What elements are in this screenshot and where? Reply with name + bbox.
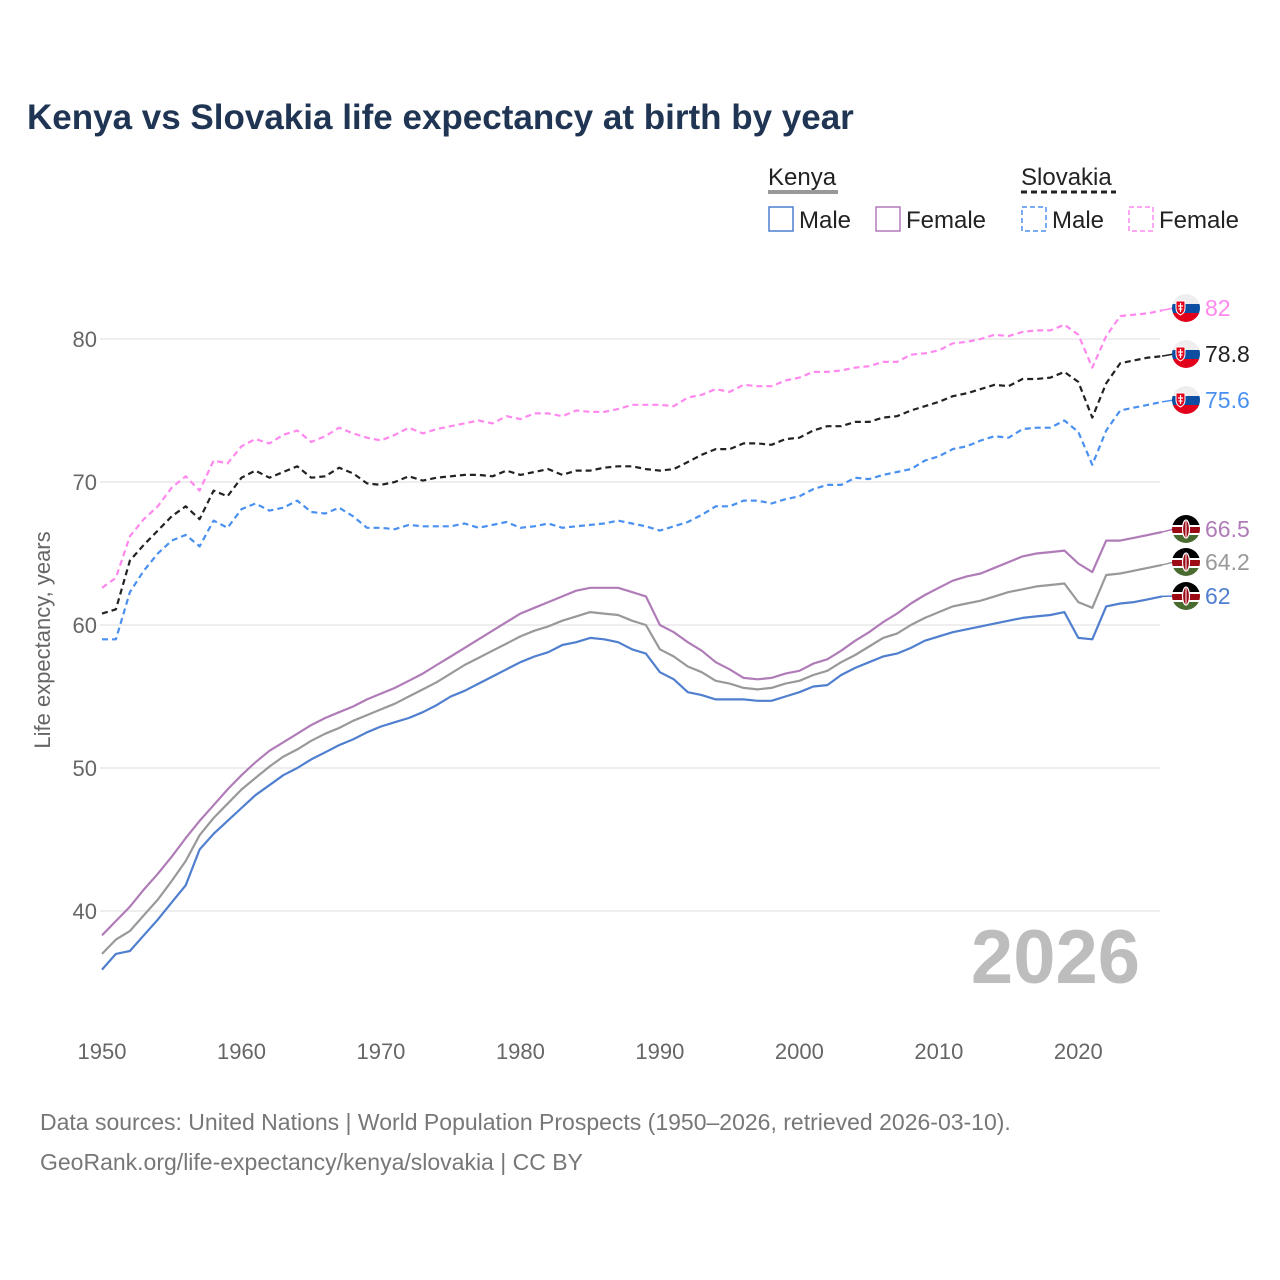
x-axis-ticks: 1950 1960 1970 1980 1990 2000 2010 2020 xyxy=(78,1039,1103,1064)
series-line-kenya-male[interactable] xyxy=(101,595,1163,971)
source-line-2[interactable]: GeoRank.org/life-expectancy/kenya/slovak… xyxy=(40,1149,583,1175)
series-line-kenya-female[interactable] xyxy=(101,530,1163,937)
series-line-slovakia-female[interactable] xyxy=(101,309,1163,589)
end-connector xyxy=(1161,307,1175,312)
y-tick-label: 50 xyxy=(73,756,97,781)
end-label: 75.6 xyxy=(1205,387,1250,413)
y-tick-label: 70 xyxy=(73,470,97,495)
series-line-slovakia-total[interactable] xyxy=(101,355,1163,615)
y-tick-label: 40 xyxy=(73,899,97,924)
kenya-flag-icon xyxy=(1172,582,1200,610)
x-tick-label: 1960 xyxy=(217,1039,266,1064)
y-axis-ticks: 40 50 60 70 80 xyxy=(73,327,97,924)
legend-slovakia-male-swatch[interactable] xyxy=(1021,206,1047,232)
x-tick-label: 2020 xyxy=(1054,1039,1103,1064)
slovakia-flag-icon xyxy=(1172,294,1200,322)
x-tick-label: 1950 xyxy=(78,1039,127,1064)
legend-slovakia-male[interactable]: Male xyxy=(1052,207,1104,234)
legend-group-kenya: Kenya xyxy=(768,164,837,191)
x-tick-label: 2000 xyxy=(775,1039,824,1064)
chart-title: Kenya vs Slovakia life expectancy at bir… xyxy=(27,98,854,137)
legend-slovakia-female-swatch[interactable] xyxy=(1128,206,1154,232)
x-tick-label: 1980 xyxy=(496,1039,545,1064)
slovakia-flag-icon xyxy=(1172,386,1200,414)
end-label: 64.2 xyxy=(1205,549,1250,575)
end-connector xyxy=(1161,528,1175,533)
y-tick-label: 80 xyxy=(73,327,97,352)
legend-kenya-female[interactable]: Female xyxy=(906,207,986,234)
kenya-flag-icon xyxy=(1172,548,1200,576)
end-connector xyxy=(1161,561,1175,566)
source-line-1: Data sources: United Nations | World Pop… xyxy=(40,1109,1011,1135)
series-line-kenya-total[interactable] xyxy=(101,563,1163,955)
y-axis-label: Life expectancy, years xyxy=(30,531,55,748)
year-marker: 2026 xyxy=(971,915,1140,1000)
slovakia-flag-icon xyxy=(1172,340,1200,368)
end-labels: 82 78.8 75.6 66.5 64.2 62 xyxy=(1161,294,1250,610)
series-lines xyxy=(101,309,1163,971)
x-tick-label: 2010 xyxy=(914,1039,963,1064)
legend-kenya-male-swatch[interactable] xyxy=(768,206,794,232)
kenya-flag-icon xyxy=(1172,515,1200,543)
x-tick-label: 1990 xyxy=(635,1039,684,1064)
gridlines xyxy=(100,338,1160,912)
legend-kenya-female-swatch[interactable] xyxy=(875,206,901,232)
x-tick-label: 1970 xyxy=(356,1039,405,1064)
y-tick-label: 60 xyxy=(73,613,97,638)
end-label: 78.8 xyxy=(1205,341,1250,367)
end-connector xyxy=(1161,353,1175,357)
legend-slovakia-female[interactable]: Female xyxy=(1159,207,1239,234)
end-connector xyxy=(1161,399,1175,403)
legend-group-slovakia: Slovakia xyxy=(1021,164,1112,191)
end-label: 66.5 xyxy=(1205,516,1250,542)
end-label: 62 xyxy=(1205,583,1231,609)
legend-kenya-male[interactable]: Male xyxy=(799,207,851,234)
series-line-slovakia-male[interactable] xyxy=(102,400,1163,641)
legend: Kenya Slovakia Male Female Male Female xyxy=(768,164,1239,234)
end-label: 82 xyxy=(1205,295,1231,321)
